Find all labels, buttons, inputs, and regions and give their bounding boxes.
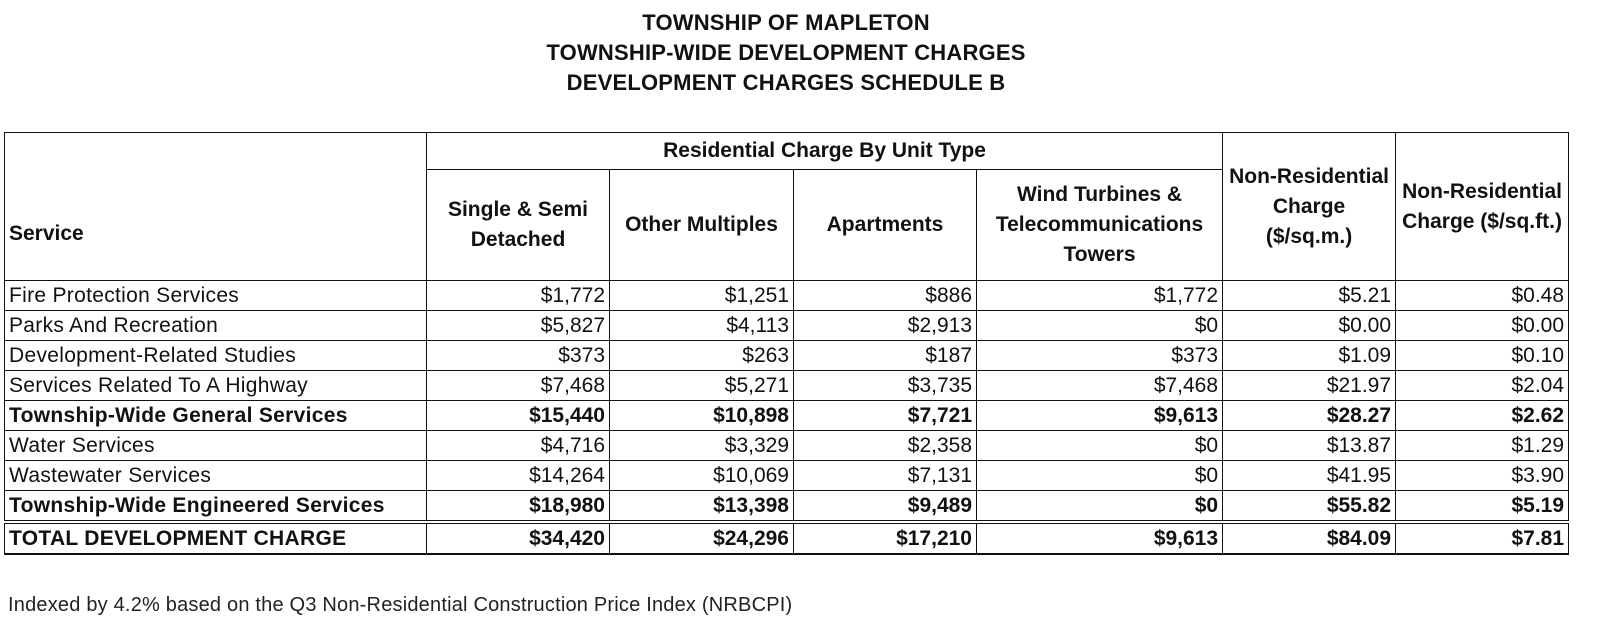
charge-cell: $3,735 xyxy=(793,370,977,401)
table-row: Water Services $4,716 $3,329 $2,358 $0 $… xyxy=(4,430,1570,461)
charge-cell: $34,420 xyxy=(426,521,610,555)
charge-cell: $1.29 xyxy=(1395,430,1570,461)
charge-cell: $7,468 xyxy=(426,370,610,401)
service-name: Wastewater Services xyxy=(4,460,427,491)
charge-cell: $13,398 xyxy=(609,490,794,524)
total-row: TOTAL DEVELOPMENT CHARGE $34,420 $24,296… xyxy=(4,521,1570,555)
charge-cell: $15,440 xyxy=(426,400,610,431)
service-name: Development-Related Studies xyxy=(4,340,427,371)
charge-cell: $14,264 xyxy=(426,460,610,491)
charge-cell: $1,772 xyxy=(975,280,1224,311)
charge-cell: $0.00 xyxy=(1395,310,1570,341)
charge-cell: $0.48 xyxy=(1395,280,1570,311)
charge-cell: $0 xyxy=(975,460,1224,491)
charge-cell: $2,358 xyxy=(793,430,977,461)
title-schedule: DEVELOPMENT CHARGES SCHEDULE B xyxy=(566,70,1006,95)
charge-cell: $1.09 xyxy=(1222,340,1397,371)
indexation-note: Indexed by 4.2% based on the Q3 Non-Resi… xyxy=(8,594,793,616)
charge-cell: $7,721 xyxy=(793,400,977,431)
charge-cell: $7,468 xyxy=(975,370,1224,401)
header-wind-telecom: Wind Turbines & Telecommunications Tower… xyxy=(975,169,1224,281)
service-name: Water Services xyxy=(4,430,427,461)
charge-cell: $7,131 xyxy=(793,460,977,491)
charge-cell: $28.27 xyxy=(1222,400,1397,431)
charge-cell: $263 xyxy=(609,340,794,371)
charge-cell: $2.62 xyxy=(1395,400,1570,431)
charge-cell: $1,772 xyxy=(426,280,610,311)
charge-cell: $1,251 xyxy=(609,280,794,311)
charge-cell: $10,069 xyxy=(609,460,794,491)
charge-cell: $24,296 xyxy=(609,521,794,555)
charge-cell: $9,613 xyxy=(975,400,1224,431)
charge-cell: $7.81 xyxy=(1395,521,1570,555)
charge-cell: $3,329 xyxy=(609,430,794,461)
charge-cell: $2,913 xyxy=(793,310,977,341)
charge-cell: $5,271 xyxy=(609,370,794,401)
table-row: Development-Related Studies $373 $263 $1… xyxy=(4,340,1570,371)
service-name: Township-Wide Engineered Services xyxy=(4,490,427,524)
header-service: Service xyxy=(4,132,427,281)
service-name: TOTAL DEVELOPMENT CHARGE xyxy=(4,521,427,555)
service-name: Fire Protection Services xyxy=(4,280,427,311)
charge-cell: $41.95 xyxy=(1222,460,1397,491)
charge-cell: $3.90 xyxy=(1395,460,1570,491)
charge-cell: $5.19 xyxy=(1395,490,1570,524)
table-row: Wastewater Services $14,264 $10,069 $7,1… xyxy=(4,460,1570,491)
table-row: Fire Protection Services $1,772 $1,251 $… xyxy=(4,280,1570,311)
charge-cell: $13.87 xyxy=(1222,430,1397,461)
development-charges-table: Service Residential Charge By Unit Type … xyxy=(4,132,1570,555)
charge-cell: $21.97 xyxy=(1222,370,1397,401)
charge-cell: $10,898 xyxy=(609,400,794,431)
header-other-multiples: Other Multiples xyxy=(609,169,794,281)
table-row: Services Related To A Highway $7,468 $5,… xyxy=(4,370,1570,401)
header-residential-group: Residential Charge By Unit Type xyxy=(425,132,1224,170)
table-row: Parks And Recreation $5,827 $4,113 $2,91… xyxy=(4,310,1570,341)
header-nonres-sqm: Non-Residential Charge ($/sq.m.) xyxy=(1222,132,1397,281)
charge-cell: $4,716 xyxy=(426,430,610,461)
table-body: Fire Protection Services $1,772 $1,251 $… xyxy=(4,280,1570,555)
charge-cell: $886 xyxy=(793,280,977,311)
charge-cell: $55.82 xyxy=(1222,490,1397,524)
service-name: Township-Wide General Services xyxy=(4,400,427,431)
title-township: TOWNSHIP OF MAPLETON xyxy=(642,10,930,35)
document-title-block: TOWNSHIP OF MAPLETON TOWNSHIP-WIDE DEVEL… xyxy=(0,8,1572,98)
charge-cell: $0 xyxy=(975,310,1224,341)
charge-cell: $5.21 xyxy=(1222,280,1397,311)
title-charges: TOWNSHIP-WIDE DEVELOPMENT CHARGES xyxy=(546,40,1026,65)
subtotal-row-general: Township-Wide General Services $15,440 $… xyxy=(4,400,1570,431)
charge-cell: $9,613 xyxy=(975,521,1224,555)
charge-cell: $0.10 xyxy=(1395,340,1570,371)
charge-cell: $4,113 xyxy=(609,310,794,341)
charge-cell: $187 xyxy=(793,340,977,371)
charge-cell: $18,980 xyxy=(426,490,610,524)
subtotal-row-engineered: Township-Wide Engineered Services $18,98… xyxy=(4,490,1570,524)
charge-cell: $2.04 xyxy=(1395,370,1570,401)
header-single-semi: Single & Semi Detached xyxy=(426,169,610,281)
charge-cell: $5,827 xyxy=(426,310,610,341)
charge-cell: $0 xyxy=(975,490,1224,524)
charge-cell: $0 xyxy=(975,430,1224,461)
charge-cell: $373 xyxy=(426,340,610,371)
service-name: Services Related To A Highway xyxy=(4,370,427,401)
header-nonres-sqft: Non-Residential Charge ($/sq.ft.) xyxy=(1395,132,1570,281)
charge-cell: $373 xyxy=(975,340,1224,371)
charge-cell: $9,489 xyxy=(793,490,977,524)
charge-cell: $0.00 xyxy=(1222,310,1397,341)
service-name: Parks And Recreation xyxy=(4,310,427,341)
header-apartments: Apartments xyxy=(793,169,977,281)
charge-cell: $17,210 xyxy=(793,521,977,555)
charge-cell: $84.09 xyxy=(1222,521,1397,555)
